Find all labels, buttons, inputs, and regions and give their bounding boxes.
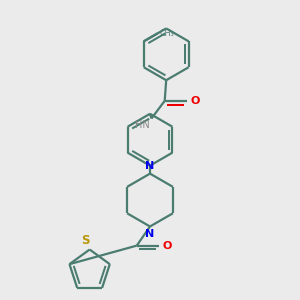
Text: O: O: [190, 96, 200, 106]
Text: CH₃: CH₃: [159, 29, 174, 38]
Text: N: N: [146, 229, 154, 239]
Text: HN: HN: [135, 120, 150, 130]
Text: N: N: [146, 161, 154, 171]
Text: S: S: [81, 234, 89, 247]
Text: O: O: [162, 241, 172, 250]
